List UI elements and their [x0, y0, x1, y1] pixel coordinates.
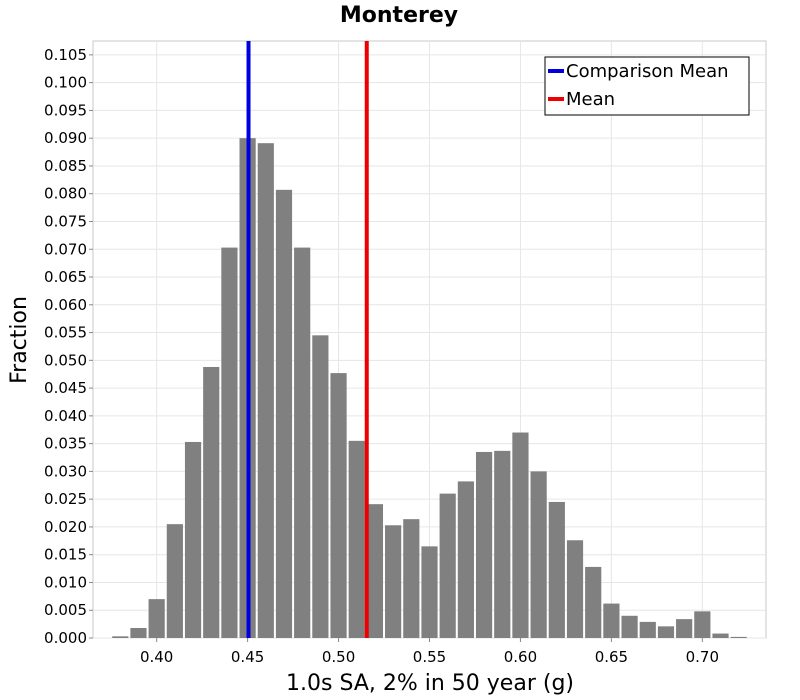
histogram-bar	[184, 441, 202, 638]
x-tick-label: 0.45	[231, 648, 264, 666]
x-tick-label: 0.50	[322, 648, 355, 666]
histogram-bar	[621, 615, 638, 638]
y-tick-label: 0.090	[44, 129, 87, 147]
chart-title: Monterey	[340, 3, 458, 28]
mean-lines	[246, 41, 369, 638]
y-tick-label: 0.095	[44, 101, 87, 119]
histogram-bar	[603, 603, 620, 638]
histogram-bar	[421, 546, 438, 638]
histogram-bar	[694, 611, 711, 638]
y-tick-label: 0.055	[44, 324, 87, 342]
histogram-bar	[403, 519, 420, 638]
y-tick-label: 0.010	[44, 573, 87, 591]
histogram-bar	[439, 493, 456, 638]
x-axis-ticks: 0.40 0.45 0.50 0.55 0.60 0.65 0.70	[140, 638, 719, 666]
x-axis-label: 1.0s SA, 2% in 50 year (g)	[286, 671, 574, 696]
histogram-bar	[148, 599, 165, 638]
histogram-bar	[166, 524, 183, 638]
y-tick-label: 0.085	[44, 157, 87, 175]
y-tick-label: 0.000	[44, 629, 87, 647]
y-tick-label: 0.020	[44, 518, 87, 536]
histogram-bar	[457, 481, 474, 638]
histogram-bar	[475, 451, 493, 638]
histogram-bar	[512, 432, 529, 638]
histogram-bar	[657, 626, 675, 638]
histogram-bar	[275, 189, 293, 638]
histogram-bar	[203, 366, 220, 638]
histogram-bar	[676, 619, 693, 638]
y-tick-label: 0.035	[44, 435, 87, 453]
x-tick-label: 0.70	[686, 648, 719, 666]
y-tick-label: 0.080	[44, 185, 87, 203]
y-tick-label: 0.005	[44, 601, 87, 619]
y-tick-label: 0.060	[44, 296, 87, 314]
legend-label-mean: Mean	[566, 89, 615, 110]
y-tick-label: 0.015	[44, 546, 87, 564]
y-tick-label: 0.040	[44, 407, 87, 425]
histogram-bar	[221, 247, 238, 638]
y-tick-label: 0.045	[44, 379, 87, 397]
y-tick-label: 0.075	[44, 212, 87, 230]
histogram-bar	[585, 566, 602, 638]
y-tick-label: 0.065	[44, 268, 87, 286]
y-tick-label: 0.105	[44, 46, 87, 64]
x-tick-label: 0.65	[595, 648, 628, 666]
y-axis-ticks: 0.000 0.005 0.010 0.015 0.020 0.025 0.030 0.035…	[44, 46, 93, 647]
y-tick-label: 0.070	[44, 240, 87, 258]
histogram-bar	[312, 335, 329, 638]
y-tick-label: 0.030	[44, 462, 87, 480]
histogram-bar	[385, 525, 402, 638]
legend-label-comparison-mean: Comparison Mean	[566, 61, 729, 82]
legend-box	[544, 56, 750, 116]
histogram-bar	[548, 501, 565, 638]
legend: Comparison Mean Mean	[544, 56, 750, 116]
y-tick-label: 0.100	[44, 74, 87, 92]
histogram-bar	[366, 504, 384, 638]
histogram-bars	[112, 138, 747, 639]
histogram-bar	[294, 247, 311, 638]
x-tick-label: 0.40	[140, 648, 173, 666]
histogram-bar	[257, 143, 274, 638]
histogram-bar	[566, 540, 584, 638]
histogram-bar	[130, 628, 147, 638]
histogram-bar	[494, 450, 511, 638]
histogram-bar	[530, 471, 547, 638]
histogram-bar	[639, 621, 656, 638]
histogram-bar	[712, 633, 729, 638]
histogram-bar	[348, 440, 365, 638]
y-tick-label: 0.050	[44, 351, 87, 369]
x-tick-label: 0.60	[504, 648, 537, 666]
histogram-bar	[112, 636, 129, 638]
y-axis-label: Fraction	[7, 296, 32, 384]
y-tick-label: 0.025	[44, 490, 87, 508]
x-tick-label: 0.55	[413, 648, 446, 666]
histogram-bar	[330, 373, 347, 638]
histogram-bar	[730, 636, 747, 638]
